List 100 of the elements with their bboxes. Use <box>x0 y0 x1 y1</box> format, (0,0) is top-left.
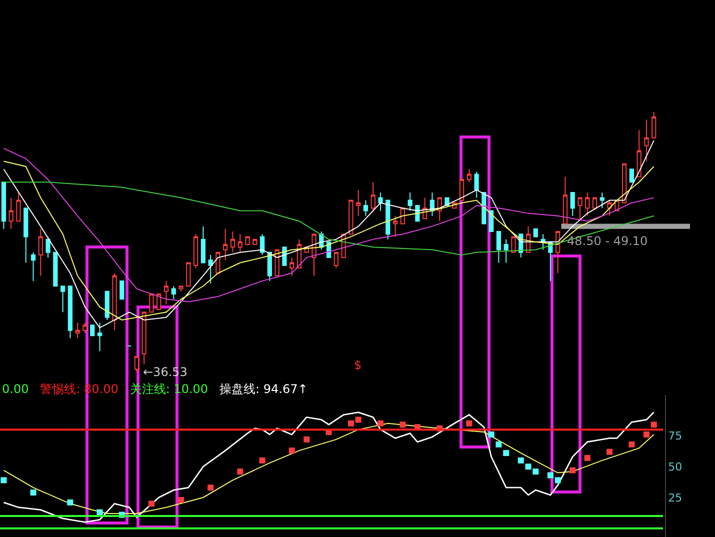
point <box>178 496 184 503</box>
candlestick <box>585 192 590 216</box>
point <box>348 420 354 426</box>
point <box>503 450 510 456</box>
candlestick <box>90 324 95 336</box>
y-tick-label: 25 <box>668 491 682 504</box>
point <box>643 432 650 438</box>
candlestick <box>392 215 398 238</box>
point <box>584 454 590 461</box>
point <box>378 420 384 426</box>
candlestick <box>112 272 117 331</box>
line-series <box>2 412 655 523</box>
candlestick <box>178 286 184 292</box>
candlestick <box>38 228 43 276</box>
candlestick <box>474 171 479 198</box>
point <box>355 416 362 423</box>
point <box>148 500 154 507</box>
candlestick <box>186 262 191 287</box>
point <box>208 484 214 491</box>
candlestick <box>504 238 508 264</box>
candlestick <box>223 228 228 261</box>
candlestick <box>644 119 649 162</box>
candlestick <box>8 197 14 230</box>
candlestick <box>290 257 294 276</box>
candlestick <box>312 234 316 276</box>
ref-line-label: 0.00 <box>2 382 29 396</box>
candlestick <box>607 200 612 216</box>
point <box>400 422 406 428</box>
point <box>547 472 554 478</box>
point <box>518 457 524 464</box>
candlestick <box>466 168 472 183</box>
candlestick <box>629 168 634 183</box>
candlestick <box>1 182 6 230</box>
candlestick <box>245 236 250 246</box>
y-tick-label: 50 <box>668 460 682 474</box>
point <box>304 436 310 442</box>
candlestick <box>53 252 58 287</box>
candlestick <box>216 252 220 274</box>
candlestick <box>348 200 354 235</box>
candlestick <box>200 226 206 264</box>
candlestick <box>156 293 162 310</box>
candlestick <box>578 197 582 222</box>
candlestick <box>489 210 494 232</box>
candlestick <box>386 200 390 240</box>
point <box>554 477 561 484</box>
candlestick <box>164 280 169 305</box>
band-label: 48.50 - 49.10 <box>567 234 648 248</box>
point <box>628 441 635 448</box>
candlestick <box>356 189 361 216</box>
candlestick <box>46 236 50 258</box>
candlestick <box>193 234 198 268</box>
candlestick <box>430 192 435 216</box>
candlestick <box>652 111 656 138</box>
candlestick <box>149 293 154 313</box>
point <box>288 448 295 454</box>
candlestick <box>16 192 21 222</box>
candlestick <box>636 130 642 178</box>
candlestick <box>24 208 28 264</box>
candlestick <box>97 322 102 352</box>
candlestick <box>600 192 604 209</box>
point <box>0 477 7 484</box>
candlestick <box>120 280 124 300</box>
candlestick <box>75 322 80 339</box>
candlestick <box>570 192 575 216</box>
point <box>606 448 613 455</box>
candlestick <box>252 238 258 246</box>
candlestick <box>496 231 502 264</box>
candlestick <box>134 356 139 372</box>
candlestick <box>208 254 213 284</box>
point <box>30 490 36 496</box>
point <box>96 509 103 516</box>
point <box>466 420 472 426</box>
point <box>532 468 539 475</box>
candlestick <box>540 234 546 250</box>
series-label: 操盘线: 94.67↑ <box>220 382 308 396</box>
candlestick <box>511 236 516 253</box>
candlestick <box>562 176 568 224</box>
candlestick <box>378 192 383 212</box>
point <box>259 457 266 464</box>
candlestick <box>260 234 265 256</box>
point <box>237 468 244 475</box>
candlestick <box>459 178 464 201</box>
candlestick <box>142 312 146 365</box>
candlestick <box>171 286 176 300</box>
point <box>650 422 657 428</box>
point <box>67 499 74 506</box>
candlestick <box>230 231 236 253</box>
candlestick <box>68 286 72 339</box>
line-series <box>3 422 654 514</box>
candlestick <box>363 200 368 216</box>
candlestick <box>104 290 110 320</box>
candlestick <box>238 234 242 253</box>
candlestick <box>592 197 598 209</box>
point <box>570 467 576 474</box>
y-tick-label: 75 <box>668 430 682 443</box>
candlestick <box>622 163 627 204</box>
candlestick <box>408 192 412 212</box>
candlestick <box>60 286 66 313</box>
candlestick <box>533 228 538 238</box>
point <box>496 441 502 448</box>
